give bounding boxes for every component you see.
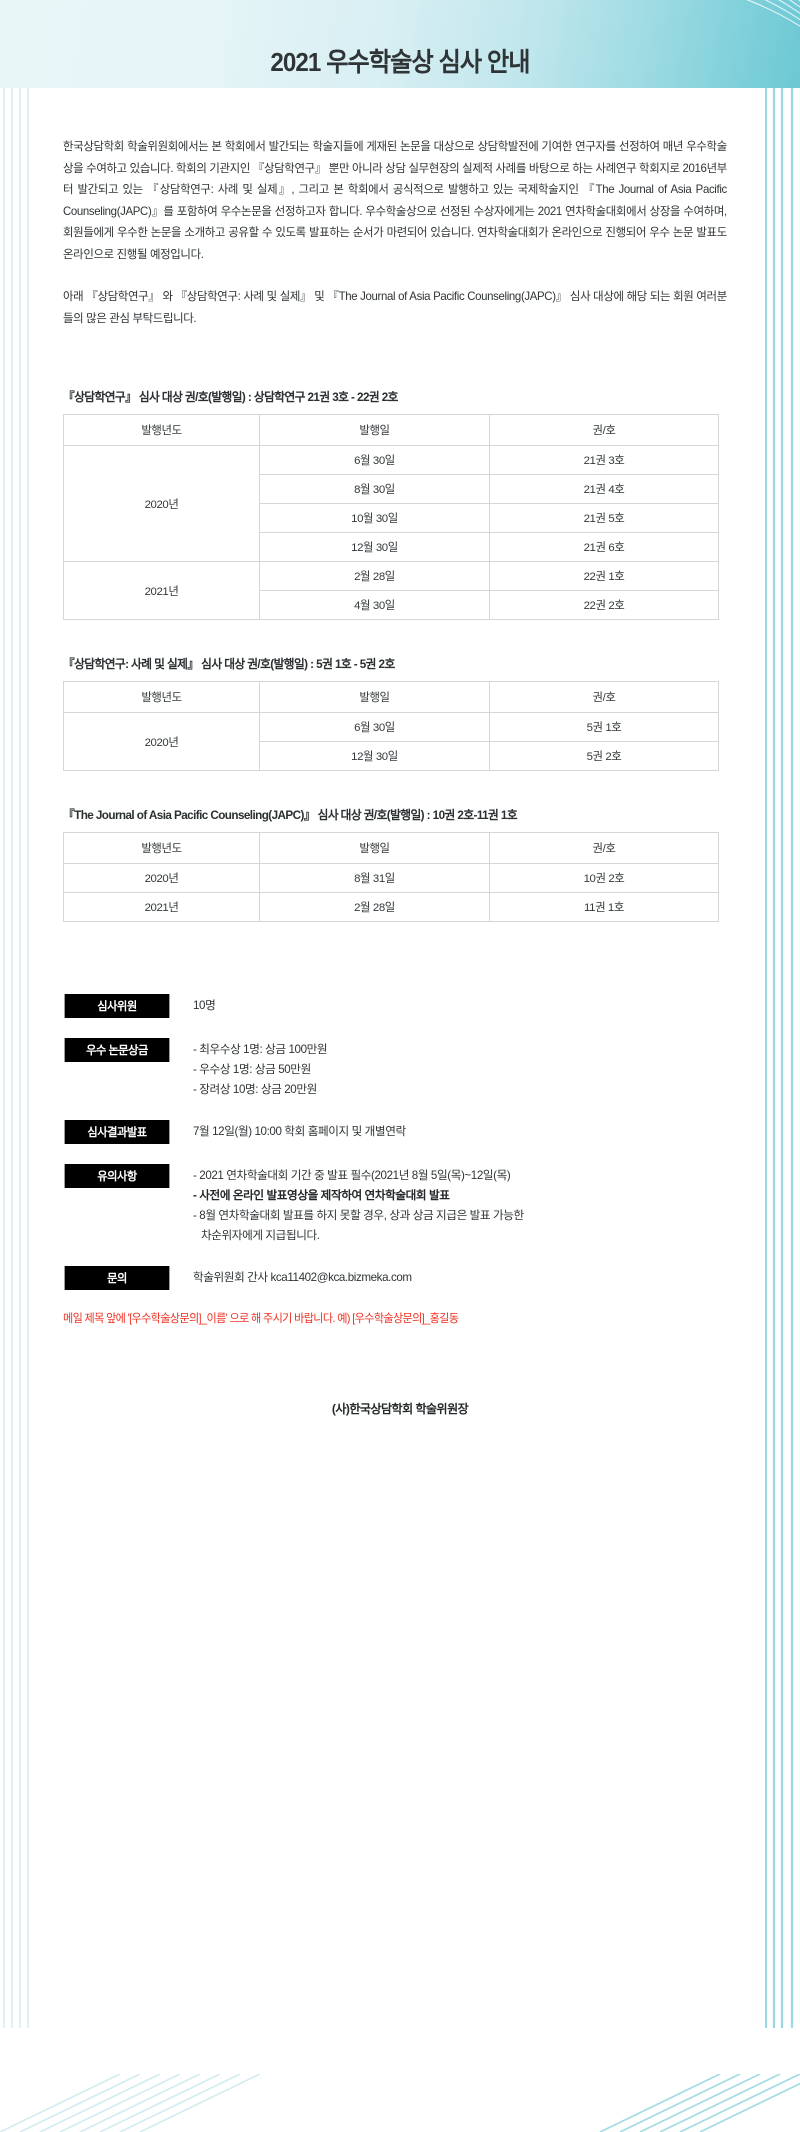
issue-table-1: 발행년도 발행일 권/호 2020년 6월 30일 21권 3호 8월 30일 … bbox=[63, 414, 719, 620]
cell-year: 2021년 bbox=[63, 892, 260, 922]
table-row: 2020년 6월 30일 5권 1호 bbox=[63, 712, 719, 771]
cell-date: 12월 30일 bbox=[259, 532, 490, 562]
cell-year: 2020년 bbox=[63, 445, 260, 562]
cell-date: 4월 30일 bbox=[259, 590, 490, 620]
cell-year: 2021년 bbox=[63, 561, 260, 620]
value-prize: - 최우수상 1명: 상금 100만원 - 우수상 1명: 상금 50만원 - … bbox=[193, 1038, 328, 1100]
signature-line: (사)한국상담학회 학술위원장 bbox=[331, 1402, 469, 1416]
column-header-date: 발행일 bbox=[259, 832, 490, 864]
label-badge-reviewers: 심사위원 bbox=[64, 994, 170, 1018]
value-result: 7월 12일(월) 10:00 학회 홈페이지 및 개별연락 bbox=[193, 1125, 406, 1138]
detail-row-contact: 문의 학술위원회 간사 kca11402@kca.bizmeka.com bbox=[63, 1266, 737, 1290]
page-header: 2021 우수학술상 심사 안내 bbox=[0, 0, 800, 88]
notice-line: 차순위자에게 지급됩니다. bbox=[201, 1229, 320, 1242]
issue-table-2: 발행년도 발행일 권/호 2020년 6월 30일 5권 1호 12월 30일 … bbox=[63, 681, 719, 771]
content-card: 한국상담학회 학술위원회에서는 본 학회에서 발간되는 학술지들에 게재된 논문… bbox=[35, 88, 765, 2028]
intro-paragraph-2: 아래 『상담학연구』 와 『상담학연구: 사례 및 실제』 및 『The Jou… bbox=[63, 290, 727, 325]
value-reviewers: 10명 bbox=[193, 999, 216, 1012]
cell-date: 10월 30일 bbox=[259, 503, 490, 533]
label-badge-contact: 문의 bbox=[64, 1266, 170, 1290]
cell-volume: 5권 2호 bbox=[489, 741, 719, 771]
notice-line: - 2021 연차학술대회 기간 중 발표 필수(2021년 8월 5일(목)~… bbox=[193, 1169, 511, 1182]
value-contact[interactable]: 학술위원회 간사 kca11402@kca.bizmeka.com bbox=[193, 1271, 412, 1284]
table-row: 2021년 2월 28일 22권 1호 bbox=[63, 561, 719, 620]
prize-line: - 장려상 10명: 상금 20만원 bbox=[193, 1083, 317, 1096]
journal-section-3: 『The Journal of Asia Pacific Counseling(… bbox=[35, 805, 765, 922]
label-badge-prize: 우수 논문상금 bbox=[64, 1038, 170, 1062]
cell-date: 8월 31일 bbox=[259, 863, 490, 893]
right-decor-strip bbox=[762, 88, 800, 2028]
cell-volume: 21권 4호 bbox=[489, 474, 719, 504]
section-heading: 『The Journal of Asia Pacific Counseling(… bbox=[63, 808, 518, 822]
table-row: 12월 30일 5권 2호 bbox=[64, 741, 719, 771]
cell-date: 6월 30일 bbox=[259, 712, 490, 742]
detail-row-prize: 우수 논문상금 - 최우수상 1명: 상금 100만원 - 우수상 1명: 상금… bbox=[63, 1038, 737, 1100]
detail-row-result: 심사결과발표 7월 12일(월) 10:00 학회 홈페이지 및 개별연락 bbox=[63, 1120, 737, 1144]
cell-date: 2월 28일 bbox=[259, 561, 490, 591]
column-header-year: 발행년도 bbox=[63, 832, 260, 864]
column-header-year: 발행년도 bbox=[63, 414, 260, 446]
label-badge-notice: 유의사항 bbox=[64, 1164, 170, 1188]
award-details-list: 심사위원 10명 우수 논문상금 - 최우수상 1명: 상금 100만원 - 우… bbox=[63, 994, 737, 1290]
table-row: 8월 30일 21권 4호 bbox=[64, 474, 719, 504]
journal-section-1: 『상담학연구』 심사 대상 권/호(발행일) : 상담학연구 21권 3호 - … bbox=[35, 387, 765, 620]
cell-volume: 22권 2호 bbox=[489, 590, 719, 620]
notice-line-emphasized: - 사전에 온라인 발표영상을 제작하여 연차학술대회 발표 bbox=[193, 1189, 450, 1202]
column-header-volume: 권/호 bbox=[489, 414, 719, 446]
page-title: 2021 우수학술상 심사 안내 bbox=[270, 47, 530, 77]
intro-paragraph-1: 한국상담학회 학술위원회에서는 본 학회에서 발간되는 학술지들에 게재된 논문… bbox=[63, 140, 727, 261]
cell-date: 2월 28일 bbox=[259, 892, 490, 922]
cell-date: 12월 30일 bbox=[259, 741, 490, 771]
cell-volume: 21권 6호 bbox=[489, 532, 719, 562]
table-header-row: 발행년도 발행일 권/호 bbox=[63, 681, 719, 713]
cell-year: 2020년 bbox=[63, 712, 260, 771]
cell-date: 8월 30일 bbox=[259, 474, 490, 504]
cell-volume: 21권 3호 bbox=[489, 445, 719, 475]
prize-line: - 최우수상 1명: 상금 100만원 bbox=[193, 1043, 328, 1056]
left-decor-strip bbox=[0, 88, 38, 2028]
table-header-row: 발행년도 발행일 권/호 bbox=[63, 414, 719, 446]
value-notice: - 2021 연차학술대회 기간 중 발표 필수(2021년 8월 5일(목)~… bbox=[193, 1164, 524, 1246]
cell-date: 6월 30일 bbox=[259, 445, 490, 475]
cell-volume: 22권 1호 bbox=[489, 561, 719, 591]
column-header-volume: 권/호 bbox=[489, 832, 719, 864]
cell-volume: 11권 1호 bbox=[489, 892, 719, 922]
section-heading: 『상담학연구』 심사 대상 권/호(발행일) : 상담학연구 21권 3호 - … bbox=[63, 390, 398, 404]
table-row: 4월 30일 22권 2호 bbox=[64, 590, 719, 620]
prize-line: - 우수상 1명: 상금 50만원 bbox=[193, 1063, 311, 1076]
cell-year: 2020년 bbox=[63, 863, 260, 893]
detail-row-reviewers: 심사위원 10명 bbox=[63, 994, 737, 1018]
cell-volume: 21권 5호 bbox=[489, 503, 719, 533]
column-header-volume: 권/호 bbox=[489, 681, 719, 713]
notice-line: - 8월 연차학술대회 발표를 하지 못할 경우, 상과 상금 지급은 발표 가… bbox=[193, 1209, 524, 1222]
cell-volume: 5권 1호 bbox=[489, 712, 719, 742]
intro-section: 한국상담학회 학술위원회에서는 본 학회에서 발간되는 학술지들에 게재된 논문… bbox=[63, 136, 727, 329]
table-row: 10월 30일 21권 5호 bbox=[64, 503, 719, 533]
issue-table-3: 발행년도 발행일 권/호 2020년 8월 31일 10권 2호 2021년 2… bbox=[63, 832, 719, 922]
table-row: 2021년 2월 28일 11권 1호 bbox=[63, 892, 719, 922]
column-header-date: 발행일 bbox=[259, 681, 490, 713]
email-subject-notice: 메일 제목 앞에 '[우수학술상문의]_이름' 으로 해 주시기 바랍니다. 예… bbox=[63, 1312, 459, 1325]
table-header-row: 발행년도 발행일 권/호 bbox=[63, 832, 719, 864]
column-header-year: 발행년도 bbox=[63, 681, 260, 713]
column-header-date: 발행일 bbox=[259, 414, 490, 446]
cell-volume: 10권 2호 bbox=[489, 863, 719, 893]
journal-section-2: 『상담학연구: 사례 및 실제』 심사 대상 권/호(발행일) : 5권 1호 … bbox=[35, 654, 765, 771]
table-row: 2020년 6월 30일 21권 3호 bbox=[63, 445, 719, 562]
footer-decor-strip bbox=[0, 2074, 800, 2132]
detail-row-notice: 유의사항 - 2021 연차학술대회 기간 중 발표 필수(2021년 8월 5… bbox=[63, 1164, 737, 1246]
label-badge-result: 심사결과발표 bbox=[64, 1120, 170, 1144]
section-heading: 『상담학연구: 사례 및 실제』 심사 대상 권/호(발행일) : 5권 1호 … bbox=[63, 657, 395, 671]
table-row: 2020년 8월 31일 10권 2호 bbox=[63, 863, 719, 893]
